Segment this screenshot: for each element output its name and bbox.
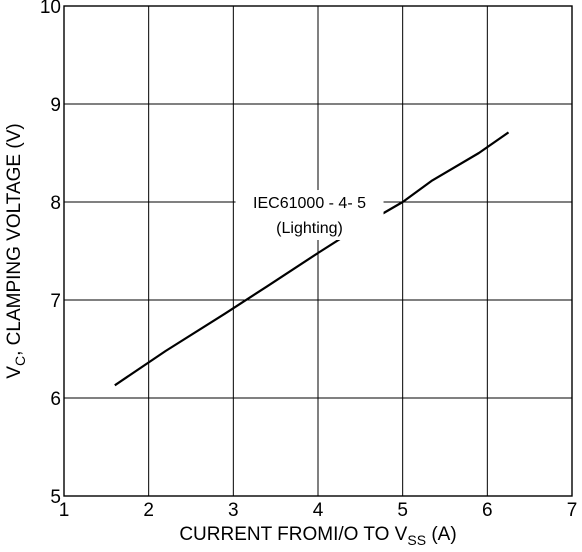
tick-labels: 1 2 3 4 5 6 7 5 6 7 8 9 10 bbox=[40, 0, 577, 521]
x-tick-label: 6 bbox=[482, 500, 493, 521]
y-axis-label-subscript: C bbox=[12, 356, 28, 366]
series-line bbox=[114, 131, 510, 387]
y-axis-label-main: V bbox=[4, 366, 25, 379]
y-tick-label: 6 bbox=[50, 389, 61, 410]
x-axis-label-suffix: (A) bbox=[426, 524, 457, 545]
x-tick-label: 3 bbox=[228, 500, 239, 521]
series-lines bbox=[114, 131, 510, 387]
annotation-line-2: (Lighting) bbox=[276, 220, 343, 237]
y-tick-label: 8 bbox=[50, 193, 61, 214]
x-tick-label: 4 bbox=[313, 500, 324, 521]
x-axis-label-subscript: SS bbox=[407, 532, 426, 548]
x-axis-label-main: CURRENT FROMI/O TO V bbox=[179, 524, 407, 545]
y-axis-label-suffix: , CLAMPING VOLTAGE (V) bbox=[4, 123, 25, 356]
annotation-background bbox=[235, 190, 384, 240]
annotation-line-1: IEC61000 - 4- 5 bbox=[253, 195, 366, 212]
x-tick-label: 2 bbox=[143, 500, 154, 521]
y-tick-label: 10 bbox=[40, 0, 61, 18]
x-tick-label: 7 bbox=[567, 500, 578, 521]
y-tick-label: 5 bbox=[50, 487, 61, 508]
annotation: IEC61000 - 4- 5 (Lighting) bbox=[235, 190, 384, 240]
y-tick-label: 9 bbox=[50, 95, 61, 116]
x-tick-label: 1 bbox=[59, 500, 70, 521]
plot-frame bbox=[63, 5, 573, 497]
x-axis-label: CURRENT FROMI/O TO VSS (A) bbox=[179, 524, 456, 548]
x-tick-label: 5 bbox=[397, 500, 408, 521]
y-tick-label: 7 bbox=[50, 291, 61, 312]
y-axis-label: VC, CLAMPING VOLTAGE (V) bbox=[4, 123, 28, 378]
